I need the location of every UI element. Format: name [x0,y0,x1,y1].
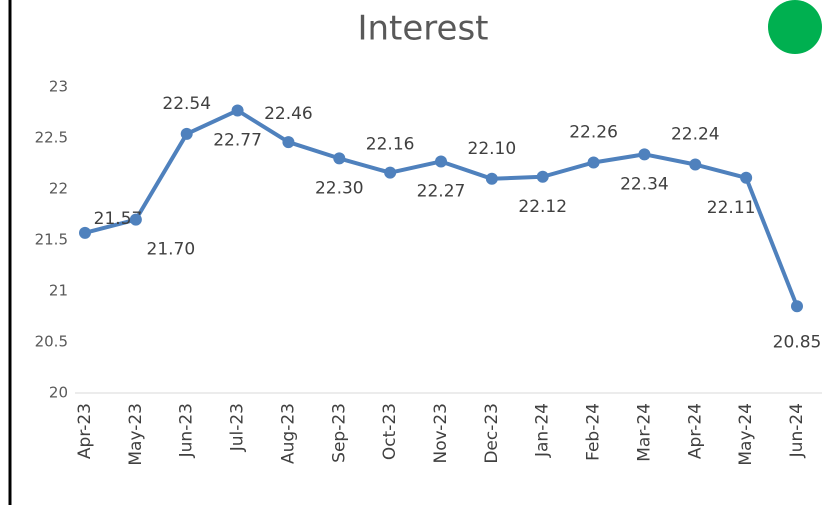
point [282,136,295,149]
point [587,156,600,169]
x-tick-label: Jul-23 [228,403,248,452]
y-tick-label: 21.5 [35,231,68,249]
x-tick-label: Dec-23 [482,403,502,464]
point [180,127,193,140]
x-tick-label: Aug-23 [278,403,298,464]
point [485,172,498,185]
point [689,158,702,171]
data-label: 21.57 [94,209,143,229]
status-dot [768,0,822,54]
point [79,226,91,239]
x-tick-label: Oct-23 [380,403,400,460]
point [638,148,651,161]
y-tick-label: 22.5 [35,129,68,147]
data-label: 22.10 [468,139,517,159]
data-label: 22.11 [707,198,756,218]
chart-title: Interest [357,9,488,49]
x-tick-label: Feb-24 [584,403,604,461]
x-tick-label: May-24 [736,403,756,466]
data-label: 22.24 [671,125,720,145]
data-label: 20.85 [773,332,822,352]
data-label: 22.34 [620,174,669,194]
point [384,166,397,179]
data-label: 22.16 [366,135,415,155]
x-tick-label: May-23 [126,403,146,466]
point [333,152,346,165]
data-label: 21.70 [147,240,196,260]
point [231,104,244,117]
x-tick-label: Apr-24 [685,403,705,459]
y-tick-label: 20.5 [35,333,68,351]
data-label: 22.46 [264,104,313,124]
y-tick-label: 22 [49,180,68,198]
x-tick-label: Jun-23 [177,403,197,458]
point [536,170,549,183]
point [740,171,753,184]
x-tick-label: Apr-23 [75,403,95,459]
data-label: 22.54 [162,94,211,114]
y-tick-label: 23 [49,78,68,96]
y-tick-label: 21 [49,282,68,300]
point [791,300,803,313]
x-tick-label: Jan-24 [533,403,553,458]
data-label: 22.26 [569,122,618,142]
x-tick-label: Sep-23 [329,403,349,463]
point [435,155,447,168]
data-label: 22.77 [213,130,262,150]
data-label: 22.27 [417,181,466,201]
x-tick-label: Nov-23 [431,403,451,464]
x-tick-label: Jun-24 [787,403,807,458]
point [129,213,142,226]
data-label: 22.30 [315,178,364,198]
x-tick-label: Mar-24 [634,403,654,462]
data-label: 22.12 [518,197,567,217]
y-tick-label: 20 [49,384,68,402]
